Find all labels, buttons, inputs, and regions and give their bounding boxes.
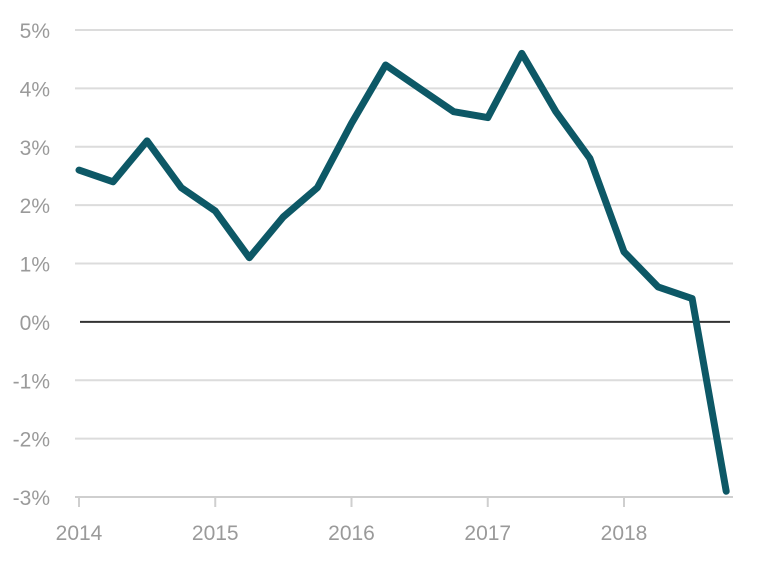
grid-layer (75, 29, 733, 440)
data-point (348, 120, 355, 127)
data-point (212, 207, 219, 214)
data-point (178, 184, 185, 191)
y-tick-label: -3% (13, 487, 50, 510)
y-tick-label: 4% (20, 78, 50, 101)
series-layer (75, 49, 730, 495)
data-point (314, 184, 321, 191)
data-point (552, 108, 559, 115)
data-point (416, 85, 423, 92)
y-tick-label: -2% (13, 429, 50, 452)
data-point (76, 167, 83, 174)
x-tick-label: 2016 (328, 522, 375, 545)
y-tick-label: 3% (20, 137, 50, 160)
data-point (655, 283, 662, 290)
data-point (518, 50, 525, 57)
data-point (723, 488, 730, 495)
y-tick-label: 5% (20, 20, 50, 43)
data-point (110, 178, 117, 185)
data-point (450, 108, 457, 115)
data-point (144, 137, 151, 144)
data-point (689, 295, 696, 302)
data-point (382, 62, 389, 69)
axis-layer (75, 320, 733, 507)
y-tick-label: 0% (20, 312, 50, 335)
y-tick-label: 2% (20, 195, 50, 218)
x-tick-label: 2014 (56, 522, 103, 545)
series-line-0 (75, 49, 730, 495)
x-tick-label: 2017 (464, 522, 511, 545)
y-tick-label: -1% (13, 370, 50, 393)
data-point (586, 155, 593, 162)
tick-labels: -3% -2% -1% 0% 1% 2% 3% 4% 5% 2014 2015 2016 2017 201… (13, 20, 648, 545)
data-point (280, 213, 287, 220)
data-point (246, 254, 253, 261)
x-tick-label: 2018 (601, 522, 648, 545)
x-tick-label: 2015 (192, 522, 239, 545)
y-tick-label: 1% (20, 254, 50, 277)
data-point (621, 248, 628, 255)
data-point (484, 114, 491, 121)
